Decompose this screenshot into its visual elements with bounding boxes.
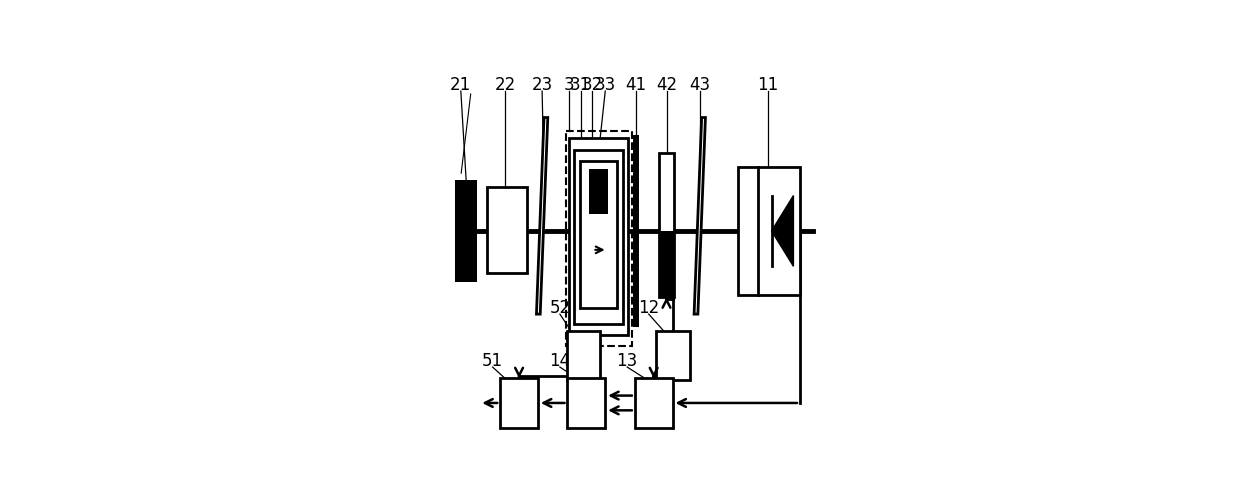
Text: 13: 13 [616, 353, 637, 370]
Text: 32: 32 [582, 77, 603, 94]
Text: 52: 52 [549, 300, 570, 318]
Bar [634, 135, 640, 327]
Polygon shape [771, 195, 794, 266]
Bar [565, 131, 631, 346]
Text: 21: 21 [450, 77, 471, 94]
Bar [569, 138, 627, 335]
Bar [738, 166, 800, 295]
Polygon shape [694, 117, 706, 314]
Bar [500, 379, 538, 428]
Text: 43: 43 [689, 77, 711, 94]
Bar [568, 331, 600, 381]
Text: 42: 42 [656, 77, 677, 94]
Text: 23: 23 [532, 77, 553, 94]
Polygon shape [537, 117, 548, 314]
Text: 3: 3 [563, 77, 574, 94]
Bar [656, 331, 691, 381]
Text: 33: 33 [595, 77, 616, 94]
Text: 11: 11 [758, 77, 779, 94]
Text: 41: 41 [626, 77, 647, 94]
Bar [635, 379, 672, 428]
Bar [658, 154, 675, 297]
Text: 22: 22 [495, 77, 516, 94]
Bar [455, 180, 477, 282]
Bar [574, 150, 622, 324]
Bar [589, 168, 608, 214]
Bar [579, 161, 616, 308]
Text: 14: 14 [549, 353, 570, 370]
Text: 31: 31 [570, 77, 591, 94]
Bar [568, 379, 605, 428]
Bar [658, 231, 675, 297]
Bar [487, 188, 527, 273]
Text: 12: 12 [639, 300, 660, 318]
Text: 51: 51 [482, 353, 503, 370]
